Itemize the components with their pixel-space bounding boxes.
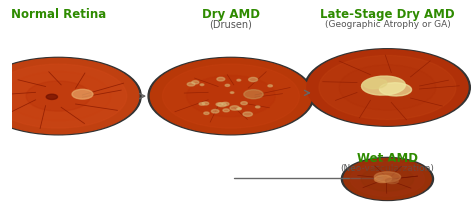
Circle shape: [244, 90, 263, 99]
Circle shape: [163, 64, 300, 128]
Circle shape: [211, 109, 219, 113]
Circle shape: [187, 75, 275, 117]
Circle shape: [319, 55, 456, 119]
Circle shape: [268, 85, 273, 87]
Circle shape: [26, 81, 91, 111]
Circle shape: [241, 102, 247, 105]
Circle shape: [230, 92, 234, 94]
Circle shape: [192, 81, 199, 84]
Circle shape: [222, 102, 229, 106]
Circle shape: [243, 112, 253, 116]
Ellipse shape: [385, 178, 398, 184]
Circle shape: [237, 108, 241, 110]
Circle shape: [339, 65, 436, 110]
Text: Dry AMD: Dry AMD: [202, 8, 260, 21]
Text: (Geographic Atrophy or GA): (Geographic Atrophy or GA): [325, 20, 450, 29]
Circle shape: [255, 106, 260, 108]
Text: Late-Stage Dry AMD: Late-Stage Dry AMD: [320, 8, 455, 21]
Circle shape: [248, 77, 257, 82]
Ellipse shape: [374, 172, 401, 182]
Circle shape: [305, 49, 470, 126]
Text: (Neo-vascularzation): (Neo-vascularzation): [340, 164, 434, 173]
Circle shape: [148, 57, 314, 135]
Circle shape: [230, 106, 239, 110]
Circle shape: [361, 167, 414, 191]
Circle shape: [72, 89, 93, 99]
Text: (Drusen): (Drusen): [210, 20, 252, 30]
Circle shape: [187, 82, 195, 86]
Ellipse shape: [364, 79, 387, 89]
Text: Wet AMD: Wet AMD: [357, 152, 418, 165]
Circle shape: [218, 103, 226, 107]
Ellipse shape: [374, 175, 392, 183]
Circle shape: [216, 103, 223, 106]
Circle shape: [237, 79, 241, 81]
Circle shape: [217, 77, 225, 81]
Circle shape: [223, 109, 229, 112]
Circle shape: [150, 58, 311, 134]
Circle shape: [307, 50, 468, 125]
Circle shape: [350, 162, 425, 196]
Circle shape: [204, 112, 209, 114]
Circle shape: [238, 108, 241, 109]
Circle shape: [0, 64, 127, 128]
Circle shape: [6, 72, 110, 121]
Circle shape: [202, 102, 209, 105]
Circle shape: [341, 157, 434, 201]
Circle shape: [199, 103, 205, 105]
Circle shape: [46, 94, 57, 99]
Ellipse shape: [362, 76, 405, 95]
Circle shape: [0, 58, 139, 134]
Ellipse shape: [380, 83, 411, 96]
Circle shape: [200, 84, 204, 86]
Circle shape: [0, 57, 141, 135]
Text: Normal Retina: Normal Retina: [11, 8, 106, 21]
Circle shape: [225, 84, 229, 86]
Circle shape: [344, 158, 431, 199]
